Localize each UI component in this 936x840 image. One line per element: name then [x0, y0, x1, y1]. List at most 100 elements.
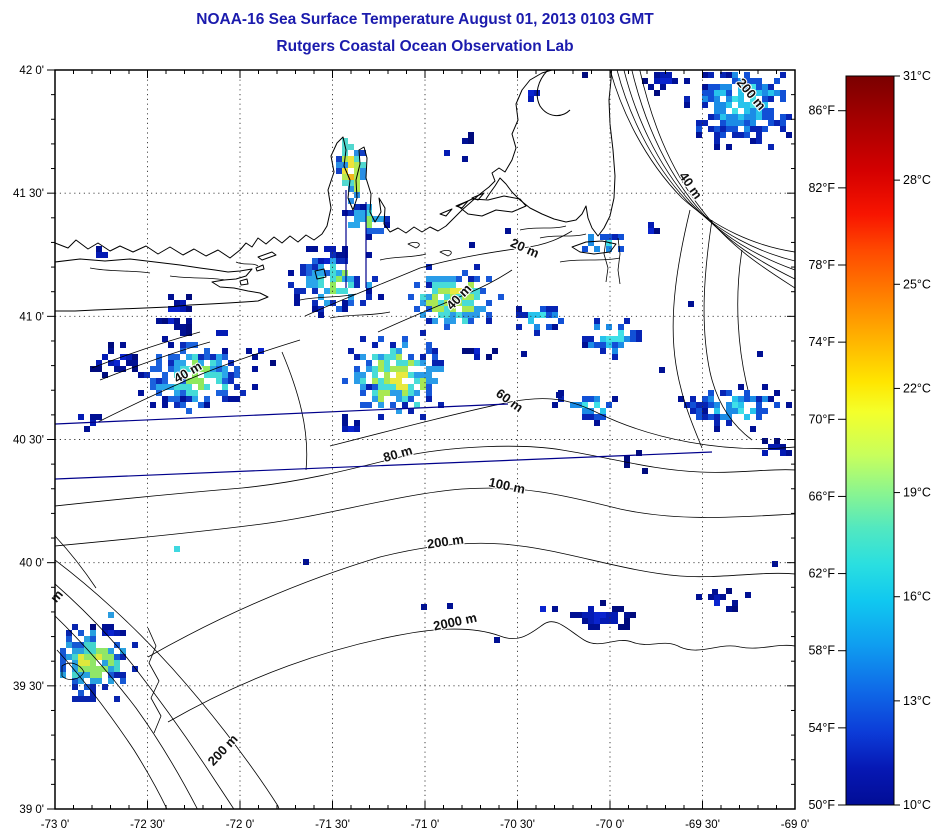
colorbar-gradient — [845, 75, 895, 806]
sst-cell — [186, 342, 192, 348]
sst-cell — [624, 612, 630, 618]
sst-cell — [426, 276, 432, 282]
sst-cell — [168, 318, 174, 324]
sst-cell — [750, 120, 756, 126]
sst-cell — [216, 366, 222, 372]
sst-cell — [624, 624, 630, 630]
sst-cell — [348, 162, 354, 168]
sst-cell — [342, 306, 348, 312]
sst-cell — [66, 636, 72, 642]
sst-cell — [780, 96, 786, 102]
sst-cell — [444, 318, 450, 324]
sst-cell — [294, 294, 300, 300]
y-tick-label: 41 0' — [19, 311, 44, 323]
sst-cell — [594, 318, 600, 324]
contour-depth-label: 100 m — [487, 474, 526, 496]
sst-cell — [90, 696, 96, 702]
sst-cell — [744, 126, 750, 132]
sst-cell — [750, 108, 756, 114]
sst-cell — [474, 288, 480, 294]
sst-cell — [390, 378, 396, 384]
colorbar-f-label: 62°F — [808, 567, 835, 581]
sst-cell — [708, 72, 714, 78]
sst-cell — [378, 336, 384, 342]
axis-layer: -73 0' -72 30' -72 0' -71 30' -71 0' -70 30' -… — [13, 65, 809, 831]
sst-cell — [222, 384, 228, 390]
sst-cell — [726, 96, 732, 102]
sst-speckle — [757, 351, 763, 357]
sst-cell — [390, 348, 396, 354]
plot-area — [55, 70, 795, 809]
contour-depth-label: 60 m — [493, 386, 526, 416]
sst-cell — [672, 78, 678, 84]
sst-speckle — [712, 589, 718, 595]
sst-cell — [120, 648, 126, 654]
sst-cell — [426, 366, 432, 372]
sst-cell — [630, 330, 636, 336]
sst-cell — [738, 132, 744, 138]
sst-cell — [96, 414, 102, 420]
contour-depth-label: 20 m — [508, 235, 541, 261]
sst-cell — [366, 402, 372, 408]
sst-cell — [366, 204, 372, 210]
sst-cell — [738, 78, 744, 84]
sst-cell — [474, 294, 480, 300]
sst-speckle — [556, 392, 562, 398]
sst-cell — [108, 360, 114, 366]
sst-cell — [72, 654, 78, 660]
sst-cell — [132, 366, 138, 372]
transect-line — [55, 451, 713, 480]
sst-cell — [618, 624, 624, 630]
sst-cell — [90, 666, 96, 672]
sst-cell — [342, 150, 348, 156]
sst-cell — [90, 624, 96, 630]
sst-cell — [432, 366, 438, 372]
sst-cell — [726, 144, 732, 150]
sst-cell — [618, 336, 624, 342]
sst-cell — [336, 156, 342, 162]
sst-cell — [516, 306, 522, 312]
colorbar-f-label: 70°F — [808, 412, 835, 426]
sst-cell — [534, 312, 540, 318]
sst-cell — [96, 654, 102, 660]
sst-cell — [714, 126, 720, 132]
sst-cell — [570, 612, 576, 618]
contour-depth-label: 200 m — [205, 731, 241, 768]
sst-cell — [606, 234, 612, 240]
sst-cell — [780, 72, 786, 78]
x-tick-label: -73 0' — [41, 819, 69, 831]
sst-cell — [468, 282, 474, 288]
sst-cell — [114, 666, 120, 672]
island-long-island — [55, 258, 269, 312]
sst-cell — [456, 288, 462, 294]
sst-cell — [198, 360, 204, 366]
sst-cell — [462, 294, 468, 300]
sst-cell — [330, 258, 336, 264]
sst-cell — [690, 408, 696, 414]
sst-cell — [156, 354, 162, 360]
sst-cell — [432, 348, 438, 354]
sst-cell — [756, 402, 762, 408]
sst-cell — [216, 378, 222, 384]
sst-cell — [78, 690, 84, 696]
sst-cell — [426, 264, 432, 270]
sst-cell — [342, 138, 348, 144]
sst-cell — [192, 366, 198, 372]
sst-cell — [366, 294, 372, 300]
contour-depth-label: 200 m — [426, 532, 465, 552]
sst-cell — [714, 144, 720, 150]
sst-cell — [528, 96, 534, 102]
sst-cell — [402, 384, 408, 390]
sst-cell — [606, 618, 612, 624]
sst-cell — [204, 402, 210, 408]
sst-cell — [780, 120, 786, 126]
sst-cell — [150, 366, 156, 372]
sst-cell — [414, 390, 420, 396]
sst-cell — [324, 246, 330, 252]
sst-cell — [432, 306, 438, 312]
bathy-risound-sq — [299, 253, 427, 319]
sst-cell — [372, 276, 378, 282]
sst-cell — [186, 318, 192, 324]
sst-cell — [84, 696, 90, 702]
